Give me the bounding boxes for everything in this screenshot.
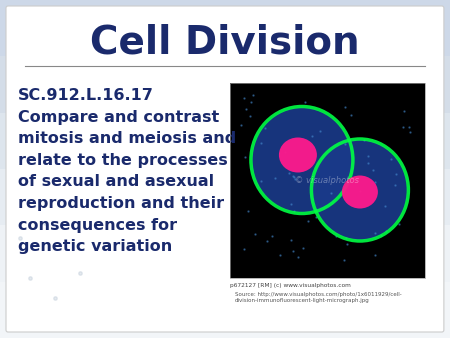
Bar xyxy=(230,83,425,278)
Ellipse shape xyxy=(252,107,352,213)
Bar xyxy=(0,56,450,113)
Ellipse shape xyxy=(312,140,407,240)
Bar xyxy=(0,225,450,282)
Bar xyxy=(0,169,450,225)
Text: p672127 [RM] (c) www.visualphotos.com: p672127 [RM] (c) www.visualphotos.com xyxy=(230,283,351,288)
Bar xyxy=(230,83,425,278)
Text: SC.912.L.16.17
Compare and contrast
mitosis and meiosis and
relate to the proces: SC.912.L.16.17 Compare and contrast mito… xyxy=(18,88,236,254)
Bar xyxy=(0,113,450,169)
FancyBboxPatch shape xyxy=(6,6,444,332)
Bar xyxy=(0,282,450,338)
Text: Cell Division: Cell Division xyxy=(90,24,360,62)
Text: Source: http://www.visualphotos.com/photo/1x6011929/cell-
division-immunofluores: Source: http://www.visualphotos.com/phot… xyxy=(235,292,402,303)
Text: © visualphotos: © visualphotos xyxy=(295,176,360,185)
Ellipse shape xyxy=(279,138,317,172)
Ellipse shape xyxy=(342,175,378,209)
Bar xyxy=(0,0,450,56)
